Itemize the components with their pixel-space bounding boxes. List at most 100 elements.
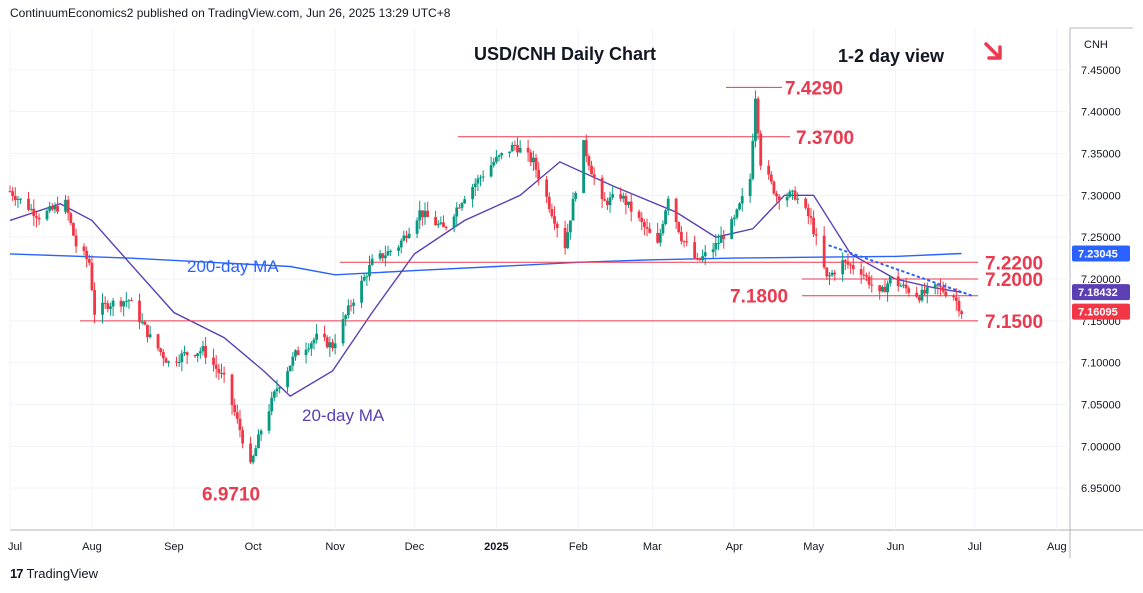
ma20-label: 20-day MA	[302, 406, 385, 425]
candle-body	[732, 217, 736, 220]
candle-body	[452, 216, 456, 228]
candle-body	[267, 411, 271, 431]
candle-body	[526, 147, 530, 153]
candle-body	[19, 198, 22, 200]
candle-body	[756, 98, 760, 134]
candle-body	[785, 196, 789, 201]
level-label-7.1500: 7.1500	[985, 312, 1043, 333]
candle-body	[769, 174, 773, 182]
candle-body	[230, 374, 234, 406]
candle-body	[204, 346, 208, 358]
candle-body	[624, 195, 628, 206]
x-tick-label: Jul	[968, 541, 982, 553]
candle-body	[849, 264, 852, 266]
candle-body	[775, 193, 778, 197]
candle-body	[214, 364, 218, 369]
y-tick-label: 7.00000	[1081, 441, 1121, 453]
candle-body	[791, 190, 794, 192]
price-badge-bg	[1072, 245, 1130, 262]
x-tick-label: 2025	[484, 541, 508, 553]
candle-body	[460, 203, 464, 208]
candle-body	[344, 315, 348, 320]
candle-body	[164, 358, 168, 363]
candle-body	[479, 177, 482, 179]
candle-body	[8, 191, 12, 193]
candle-body	[418, 210, 422, 221]
candle-body	[767, 165, 771, 175]
candle-body	[275, 388, 279, 392]
level-label-6.9710: 6.9710	[202, 485, 260, 506]
candle-body	[27, 198, 30, 210]
candle-body	[804, 198, 808, 208]
candle-body	[85, 251, 89, 259]
price-badge-text: 7.23045	[1078, 249, 1118, 261]
candle-body	[788, 191, 792, 197]
candle-body	[407, 233, 411, 239]
candle-body	[812, 217, 815, 235]
candle-body	[352, 302, 356, 306]
candle-body	[241, 430, 245, 444]
candle-body	[444, 226, 448, 228]
candle-body	[886, 283, 890, 293]
candle-body	[439, 222, 443, 224]
candle-body	[899, 285, 903, 287]
candle-body	[124, 300, 128, 302]
candle-body	[693, 242, 697, 259]
candle-body	[35, 216, 38, 218]
candle-body	[455, 207, 459, 217]
candle-body	[510, 144, 514, 152]
candle-body	[175, 361, 178, 363]
candle-body	[772, 181, 776, 194]
candle-body	[161, 352, 165, 359]
candle-body	[64, 199, 67, 212]
candle-body	[180, 353, 184, 363]
candle-body	[257, 434, 260, 449]
candle-body	[584, 140, 588, 157]
candle-body	[381, 253, 385, 259]
candle-body	[843, 260, 847, 262]
candle-body	[629, 201, 633, 212]
candle-body	[730, 219, 734, 239]
candle-body	[476, 178, 480, 184]
y-tick-label: 7.10000	[1081, 358, 1121, 370]
y-tick-label: 7.35000	[1081, 149, 1121, 161]
candle-body	[177, 362, 181, 364]
candle-body	[420, 210, 424, 218]
candle-body	[494, 156, 498, 162]
candle-body	[587, 156, 591, 166]
candle-body	[563, 227, 567, 249]
candle-body	[304, 349, 308, 355]
candle-body	[481, 176, 485, 178]
candle-body	[259, 430, 263, 435]
candle-body	[513, 144, 517, 146]
trendline-dotted	[828, 244, 974, 297]
level-label-7.3700: 7.3700	[796, 128, 854, 149]
candle-body	[600, 177, 604, 200]
x-tick-label: Oct	[245, 541, 262, 553]
candle-body	[865, 275, 868, 277]
candle-body	[93, 290, 96, 315]
candle-body	[296, 350, 300, 355]
candle-body	[378, 253, 382, 259]
candle-body	[402, 235, 406, 241]
x-tick-label: Aug	[82, 541, 102, 553]
candle-body	[529, 152, 533, 163]
candle-body	[122, 301, 126, 307]
candle-body	[111, 300, 115, 307]
candle-body	[516, 145, 519, 153]
candle-body	[592, 174, 596, 178]
candle-body	[851, 265, 855, 270]
candle-body	[674, 198, 678, 223]
candle-body	[127, 300, 131, 302]
candle-body	[880, 286, 884, 292]
candle-body	[661, 223, 665, 234]
candle-body	[492, 161, 496, 166]
candle-body	[16, 198, 20, 200]
candle-body	[119, 300, 123, 307]
candle-body	[74, 235, 78, 247]
candle-body	[677, 222, 681, 233]
candle-body	[87, 258, 91, 263]
candle-body	[109, 306, 112, 309]
candle-body	[29, 208, 33, 210]
